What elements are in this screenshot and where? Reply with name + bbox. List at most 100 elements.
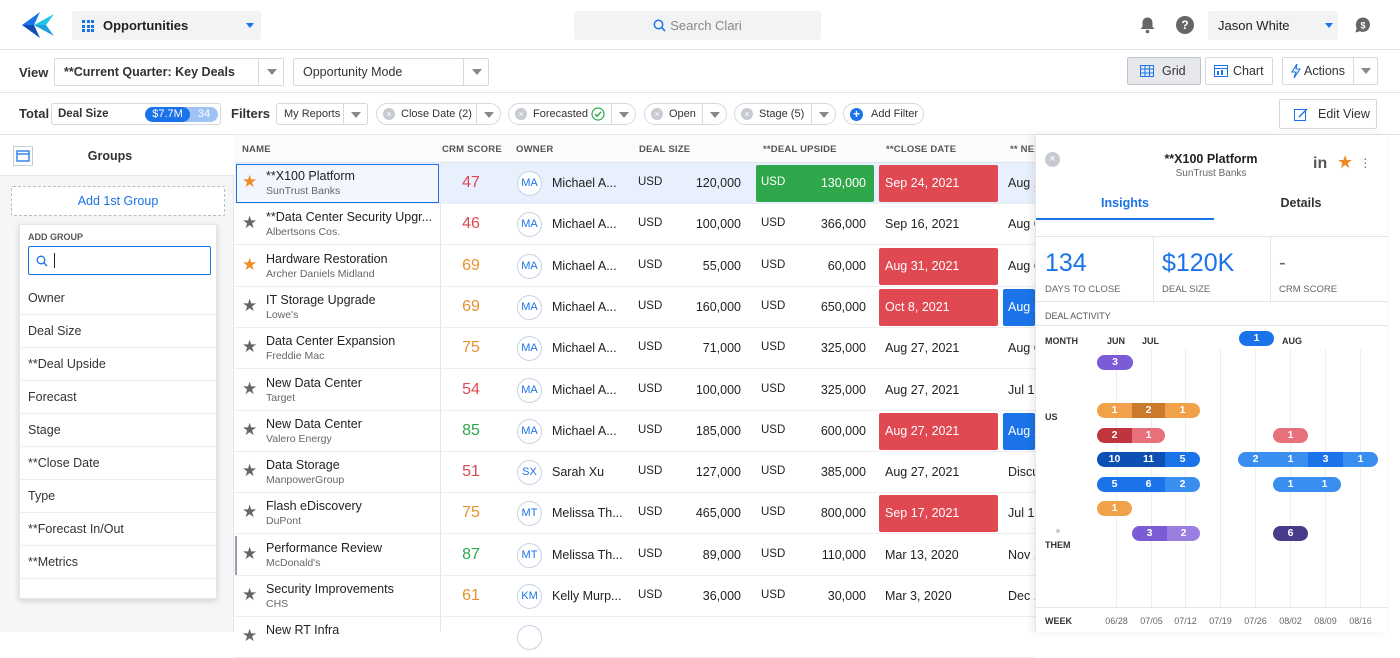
filter-forecasted[interactable]: × Forecasted xyxy=(508,103,636,125)
group-option[interactable]: Forecast xyxy=(20,381,216,414)
table-row[interactable]: ★ New RT Infra xyxy=(235,617,1035,658)
filter-close-date[interactable]: × Close Date (2) xyxy=(376,103,501,125)
activity-pill[interactable]: 1 xyxy=(1097,501,1132,516)
col-crm-score[interactable]: CRM SCORE xyxy=(442,144,502,155)
table-row[interactable]: ★ IT Storage Upgrade Lowe's 69 MA Michael A..… xyxy=(235,287,1035,328)
table-row[interactable]: ★ New Data Center Target 54 MA Michael A... US… xyxy=(235,370,1035,411)
star-icon[interactable]: ★ xyxy=(242,585,258,604)
group-option[interactable]: **Close Date xyxy=(20,447,216,480)
add-filter-button[interactable]: + Add Filter xyxy=(843,103,924,125)
star-icon[interactable]: ★ xyxy=(242,626,258,646)
table-row[interactable]: ★ New Data Center Valero Energy 85 MA Michael… xyxy=(235,411,1035,452)
remove-filter-icon[interactable]: × xyxy=(741,108,753,120)
star-icon[interactable]: ★ xyxy=(242,543,258,563)
tab-insights[interactable]: Insights xyxy=(1036,192,1214,220)
remove-filter-icon[interactable]: × xyxy=(515,108,527,120)
star-icon[interactable]: ★ xyxy=(242,295,258,315)
mode-selector[interactable]: Opportunity Mode xyxy=(293,58,489,86)
group-option[interactable]: Type xyxy=(20,480,216,513)
table-row[interactable]: ★ **Data Center Security Upgr... Albertson… xyxy=(235,204,1035,246)
close-icon[interactable]: × xyxy=(1045,152,1060,167)
help-icon[interactable]: ? xyxy=(1176,16,1194,34)
remove-filter-icon[interactable]: × xyxy=(651,108,663,120)
chat-icon[interactable]: $ xyxy=(1354,16,1372,34)
deal-name[interactable]: Data Center Expansion xyxy=(266,334,396,349)
group-option[interactable]: **Deal Upside xyxy=(20,348,216,381)
group-option[interactable]: Stage xyxy=(20,414,216,447)
deal-detail-panel: × **X100 Platform SunTrust Banks in ★ · ·… xyxy=(1035,135,1388,632)
group-search-input[interactable] xyxy=(28,246,211,275)
activity-pill[interactable]: 3 xyxy=(1097,355,1133,370)
deal-name[interactable]: Flash eDiscovery xyxy=(266,499,362,514)
filter-my-reports[interactable]: My Reports xyxy=(276,103,368,125)
star-icon[interactable]: ★ xyxy=(242,378,258,398)
user-menu[interactable]: Jason White xyxy=(1208,11,1338,40)
grid-view-button[interactable]: Grid xyxy=(1127,57,1201,85)
clari-logo-icon[interactable] xyxy=(20,10,56,40)
col-name[interactable]: NAME xyxy=(242,144,271,155)
actions-button[interactable]: Actions xyxy=(1282,57,1378,85)
linkedin-icon[interactable]: in xyxy=(1313,155,1328,172)
deal-name[interactable]: **X100 Platform xyxy=(266,169,355,183)
add-group-button[interactable]: Add 1st Group xyxy=(11,186,225,216)
star-icon[interactable]: ★ xyxy=(242,502,258,522)
star-icon[interactable]: ★ xyxy=(242,337,258,357)
deal-name[interactable]: Performance Review xyxy=(266,540,383,555)
deal-name[interactable]: Hardware Restoration xyxy=(266,251,388,266)
filter-stage[interactable]: × Stage (5) xyxy=(734,103,836,125)
activity-pill[interactable]: 1 xyxy=(1239,331,1274,346)
star-icon[interactable]: ★ xyxy=(242,461,258,481)
search-input[interactable]: Search Clari xyxy=(574,11,821,40)
module-selector[interactable]: Opportunities xyxy=(72,11,261,40)
group-option[interactable]: Deal Size xyxy=(20,315,216,348)
table-row[interactable]: ★ Data Center Expansion Freddie Mac 75 MA Mic… xyxy=(235,328,1035,370)
group-option[interactable]: **Metrics xyxy=(20,546,216,579)
deal-name[interactable]: IT Storage Upgrade xyxy=(266,292,376,307)
remove-filter-icon[interactable]: × xyxy=(383,108,395,120)
filter-open[interactable]: × Open xyxy=(644,103,727,125)
owner-name: Michael A... xyxy=(552,423,617,438)
col-close-date[interactable]: **CLOSE DATE xyxy=(886,144,957,155)
deal-name[interactable]: New Data Center xyxy=(266,416,362,431)
col-deal-size[interactable]: DEAL SIZE xyxy=(639,144,691,155)
deal-name[interactable]: Security Improvements xyxy=(266,582,394,596)
tab-details[interactable]: Details xyxy=(1280,196,1322,210)
star-icon[interactable]: ★ xyxy=(1337,152,1354,172)
star-icon[interactable]: ★ xyxy=(242,254,258,274)
deal-name[interactable]: New RT Infra xyxy=(266,623,340,638)
activity-pill[interactable]: 1 xyxy=(1273,428,1308,443)
more-icon[interactable]: · · · xyxy=(1363,150,1368,174)
table-row[interactable]: ★ Flash eDiscovery DuPont 75 MT Melissa Th...… xyxy=(235,493,1035,535)
panel-toggle-icon[interactable] xyxy=(13,146,33,166)
col-next[interactable]: ** NEX xyxy=(1010,144,1041,155)
group-option[interactable]: **Forecast In/Out xyxy=(20,513,216,546)
table-row[interactable]: ★ **X100 Platform SunTrust Banks 47 MA Michae… xyxy=(235,163,1035,204)
view-selector[interactable]: **Current Quarter: Key Deals xyxy=(54,58,284,86)
total-metric-selector[interactable]: Deal Size $7.7M 34 xyxy=(51,103,221,125)
table-row[interactable]: ★ Performance Review McDonald's 87 MT Melissa… xyxy=(235,535,1035,576)
owner-name: Melissa Th... xyxy=(552,506,623,521)
col-deal-upside[interactable]: **DEAL UPSIDE xyxy=(763,144,837,155)
table-row[interactable]: ★ Data Storage ManpowerGroup 51 SX Sarah Xu US… xyxy=(235,452,1035,494)
deal-name[interactable]: **Data Center Security Upgr... xyxy=(266,210,433,225)
star-icon[interactable]: ★ xyxy=(242,213,258,233)
chart-view-button[interactable]: Chart xyxy=(1205,57,1273,85)
deal-name[interactable]: Data Storage xyxy=(266,458,340,473)
table-row[interactable]: ★ Security Improvements CHS 61 KM Kelly Murp.… xyxy=(235,576,1035,617)
activity-pill[interactable]: 10 11 5 xyxy=(1097,452,1200,467)
activity-pill[interactable]: 6 xyxy=(1273,526,1308,541)
table-row[interactable]: ★ Hardware Restoration Archer Daniels Midl… xyxy=(235,246,1035,287)
star-icon[interactable]: ★ xyxy=(242,419,258,439)
edit-view-button[interactable]: Edit View xyxy=(1279,99,1377,129)
deal-name[interactable]: New Data Center xyxy=(266,375,362,390)
group-option[interactable]: Owner xyxy=(20,282,216,315)
col-owner[interactable]: OWNER xyxy=(516,144,554,155)
star-icon[interactable]: ★ xyxy=(242,172,258,191)
bell-icon[interactable] xyxy=(1139,16,1156,34)
